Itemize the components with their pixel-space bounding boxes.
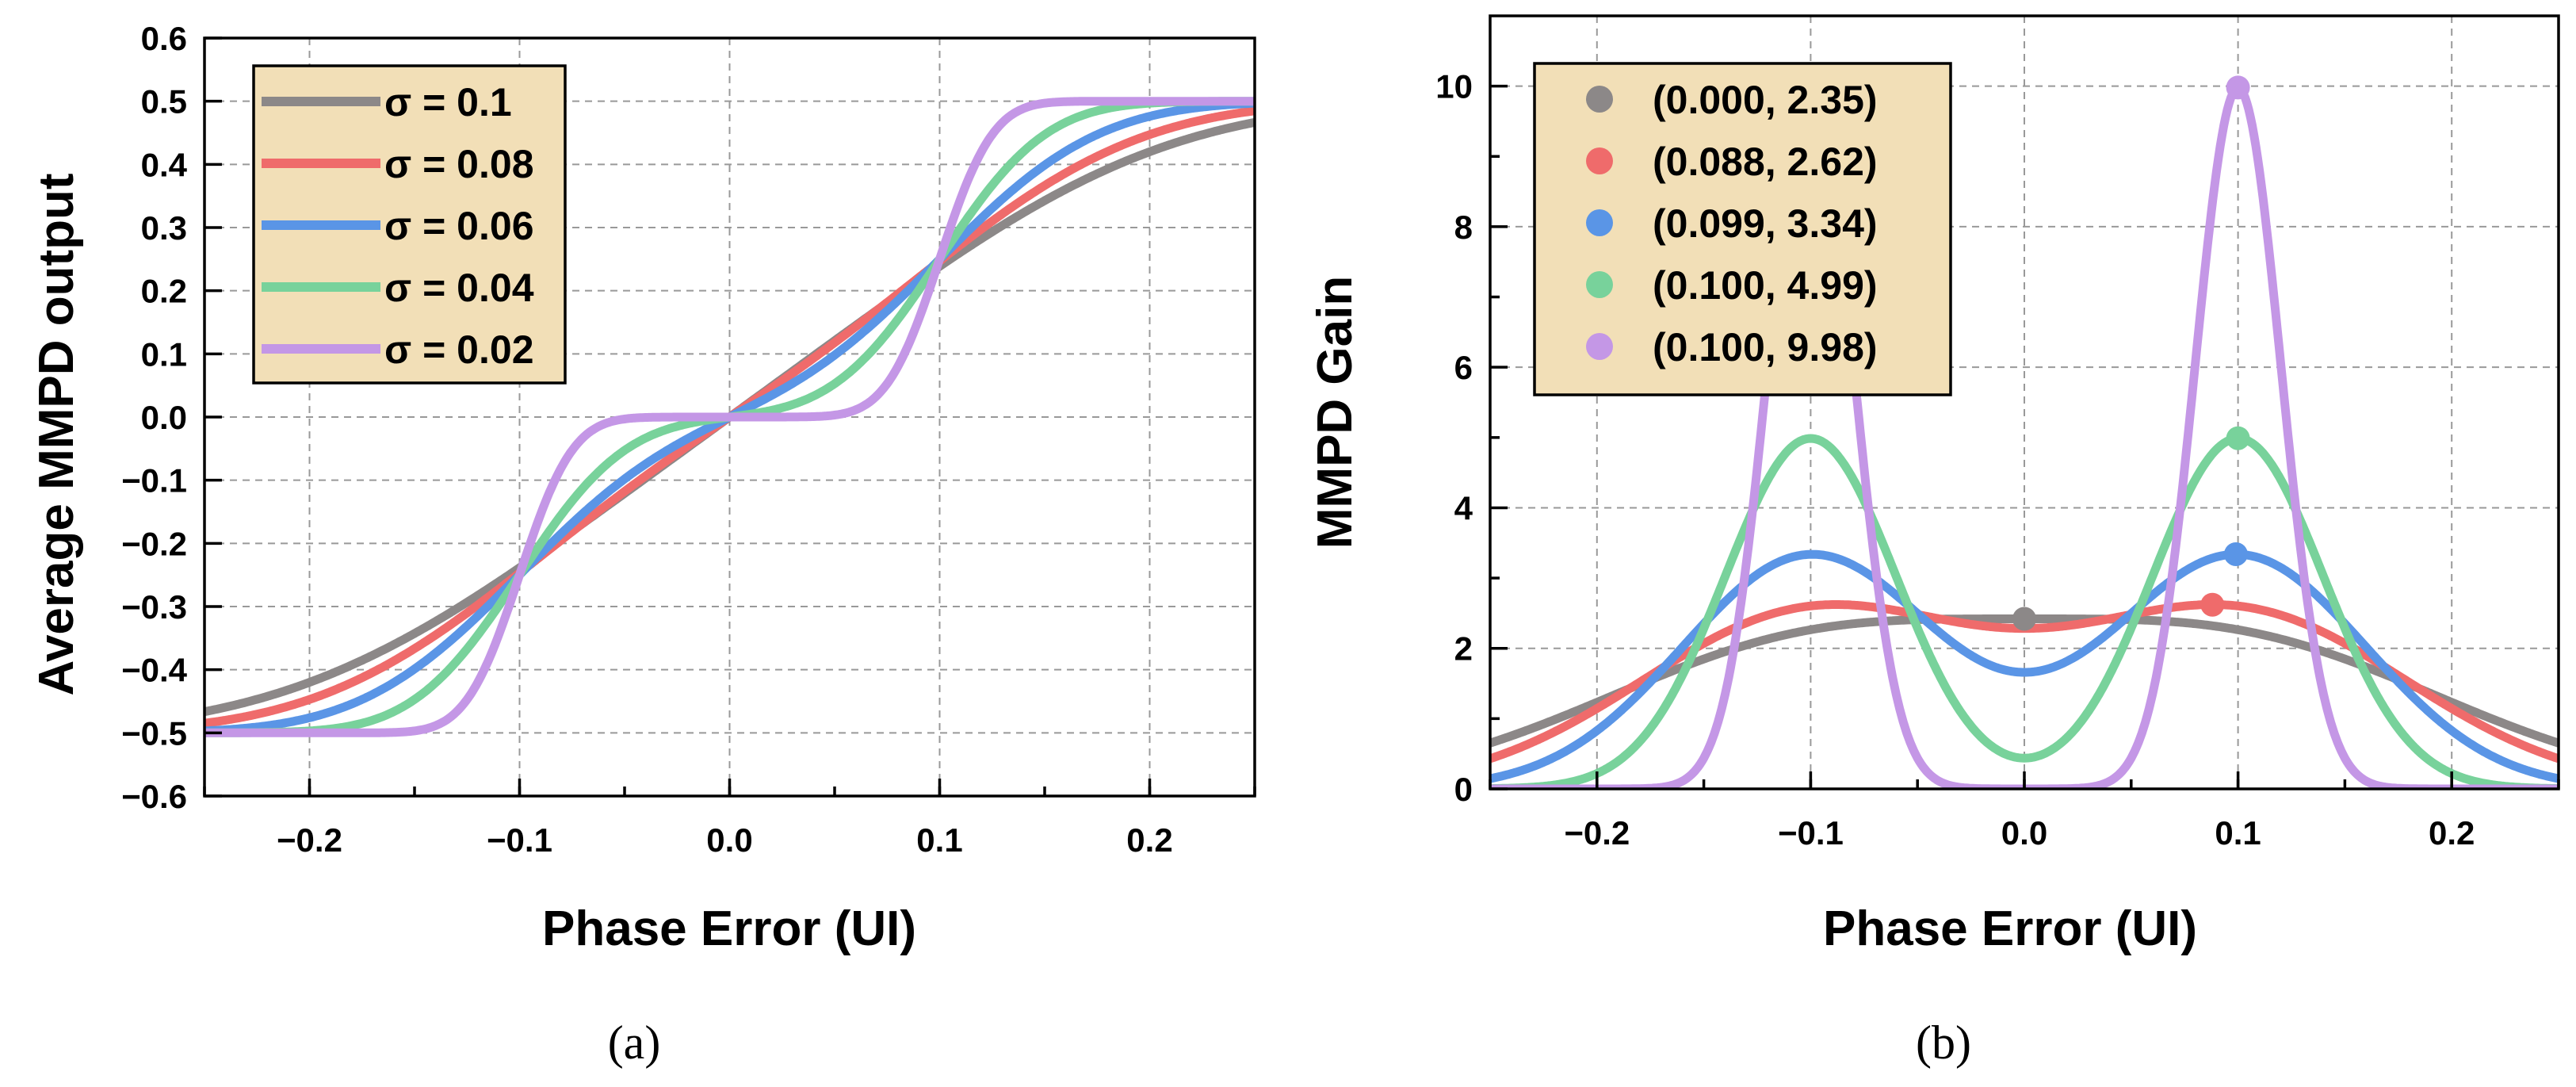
panel-b-y-axis-title: MMPD Gain xyxy=(1308,276,1363,549)
panel-b-y-tick-labels: 0 2 4 6 8 10 xyxy=(1435,68,1473,808)
y-tick-label: −0.6 xyxy=(121,778,187,815)
y-tick-label: −0.1 xyxy=(121,462,187,499)
y-tick-label: −0.3 xyxy=(121,588,187,626)
x-tick-label: 0.1 xyxy=(2215,814,2261,852)
x-tick-label: 0.2 xyxy=(2429,814,2475,852)
peak-marker-1 xyxy=(2200,592,2225,617)
y-tick-label: 2 xyxy=(1454,630,1473,668)
panel-a: −0.2 −0.1 0.0 0.1 0.2 0.60.50.40.30.20.10.0−… xyxy=(29,20,1256,1069)
legend-label: σ = 0.1 xyxy=(384,80,512,124)
panel-b-axes xyxy=(1489,14,2560,790)
legend-swatch xyxy=(1586,271,1613,298)
x-tick-label: 0.1 xyxy=(916,821,962,859)
panel-a-series xyxy=(204,97,1255,737)
y-tick-label: 0.1 xyxy=(141,335,187,373)
legend-label: σ = 0.06 xyxy=(384,204,534,248)
x-tick-label: 0.0 xyxy=(706,821,752,859)
y-tick-label: 0.4 xyxy=(141,146,188,183)
legend-label: (0.100, 9.98) xyxy=(1653,325,1878,369)
y-tick-label: 10 xyxy=(1435,68,1473,105)
panel-a-x-axis-title: Phase Error (UI) xyxy=(542,901,916,956)
legend-label: σ = 0.04 xyxy=(384,266,534,310)
series-line-2 xyxy=(1490,549,2559,783)
legend-swatch xyxy=(1586,86,1613,113)
panel-b: −0.2 −0.1 0.0 0.1 0.2 0 2 4 6 8 10 Phase Error (U… xyxy=(1308,14,2560,1069)
y-tick-label: 8 xyxy=(1454,209,1473,246)
panel-b-legend: (0.000, 2.35) (0.088, 2.62) (0.099, 3.34) (… xyxy=(1533,62,1952,396)
x-tick-label: −0.2 xyxy=(1564,814,1630,852)
y-tick-label: 0.3 xyxy=(141,209,187,247)
series-line-4 xyxy=(1490,83,2559,789)
x-tick-label: 0.0 xyxy=(2001,814,2047,852)
x-tick-label: −0.1 xyxy=(1778,814,1844,852)
panel-a-y-tick-labels: 0.6 0.5 0.4 0.3 0.2 0.1 0.0 −0.1 −0.2 −0.3 −0.4 −0.… xyxy=(121,20,188,815)
series-line-3 xyxy=(1490,434,2559,789)
panel-b-x-axis-title: Phase Error (UI) xyxy=(1823,901,2197,956)
y-tick-label: 0.6 xyxy=(141,20,187,57)
peak-marker-4 xyxy=(2226,75,2250,100)
series-line-4 xyxy=(204,97,1255,737)
legend-swatch xyxy=(1586,147,1613,174)
legend-label: σ = 0.08 xyxy=(384,142,534,186)
legend-swatch xyxy=(1586,209,1613,236)
legend-label: (0.000, 2.35) xyxy=(1653,78,1878,122)
y-tick-label: 0.2 xyxy=(141,273,187,310)
panel-b-x-tick-labels: −0.2 −0.1 0.0 0.1 0.2 xyxy=(1564,814,2475,852)
y-tick-label: −0.2 xyxy=(121,525,187,562)
panel-a-axes xyxy=(203,36,1256,798)
panel-a-caption: (a) xyxy=(608,1016,661,1069)
y-tick-label: −0.5 xyxy=(121,714,187,752)
legend-label: (0.099, 3.34) xyxy=(1653,201,1878,246)
legend-label: (0.100, 4.99) xyxy=(1653,263,1878,308)
panel-a-x-tick-labels: −0.2 −0.1 0.0 0.1 0.2 xyxy=(277,821,1173,859)
x-tick-label: −0.1 xyxy=(487,821,552,859)
peak-marker-3 xyxy=(2226,426,2250,450)
panel-b-caption: (b) xyxy=(1916,1016,1971,1069)
y-tick-label: 0.0 xyxy=(141,399,187,436)
y-tick-label: 6 xyxy=(1454,349,1473,386)
panel-a-legend: σ = 0.1 σ = 0.08 σ = 0.06 σ = 0.04 σ = 0.02 xyxy=(252,64,567,385)
panel-a-y-axis-title: Average MMPD output xyxy=(29,173,84,695)
legend-label: σ = 0.02 xyxy=(384,327,534,372)
y-tick-label: 0 xyxy=(1454,771,1473,808)
panel-b-peak-markers xyxy=(2012,75,2250,631)
y-tick-label: 0.5 xyxy=(141,83,187,121)
peak-marker-2 xyxy=(2223,542,2248,566)
x-tick-label: 0.2 xyxy=(1126,821,1172,859)
y-tick-label: −0.4 xyxy=(121,652,188,689)
peak-marker-0 xyxy=(2012,607,2036,631)
x-tick-label: −0.2 xyxy=(277,821,342,859)
legend-swatch xyxy=(1586,333,1613,360)
legend-label: (0.088, 2.62) xyxy=(1653,140,1878,184)
y-tick-label: 4 xyxy=(1454,489,1473,526)
